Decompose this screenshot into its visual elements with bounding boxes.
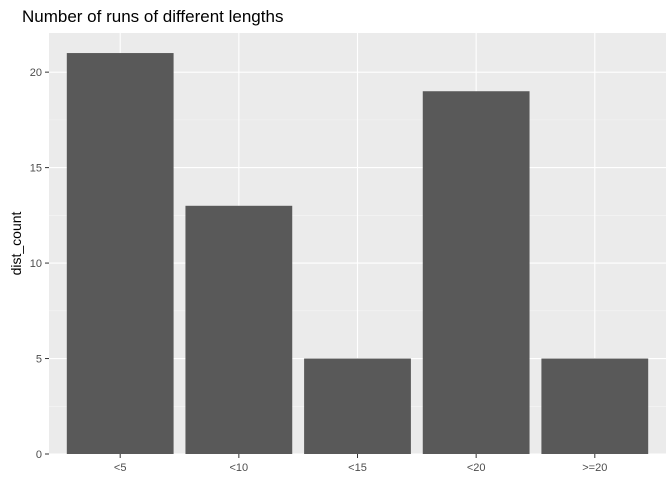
y-tick-label: 15 — [30, 163, 42, 175]
bar-5 — [541, 358, 649, 454]
bar-1 — [66, 53, 174, 455]
chart-title: Number of runs of different lengths — [22, 7, 283, 26]
x-axis: <5 <10 <15 <20 >=20 — [114, 454, 607, 474]
y-tick-label: 0 — [36, 449, 42, 461]
x-tick-label: <5 — [114, 462, 127, 474]
x-tick-label: >=20 — [582, 462, 607, 474]
y-tick-label: 10 — [30, 258, 42, 270]
y-tick-label: 20 — [30, 67, 42, 79]
x-tick-label: <15 — [348, 462, 367, 474]
bar-3 — [304, 358, 411, 454]
x-tick-label: <10 — [230, 462, 249, 474]
x-tick-label: <20 — [467, 462, 486, 474]
bar-2 — [185, 205, 293, 454]
bars — [66, 53, 649, 455]
y-axis-label: dist_count — [8, 211, 24, 275]
y-axis: 0 5 10 15 20 — [30, 67, 49, 461]
bar-4 — [422, 91, 530, 455]
y-tick-label: 5 — [36, 354, 42, 366]
